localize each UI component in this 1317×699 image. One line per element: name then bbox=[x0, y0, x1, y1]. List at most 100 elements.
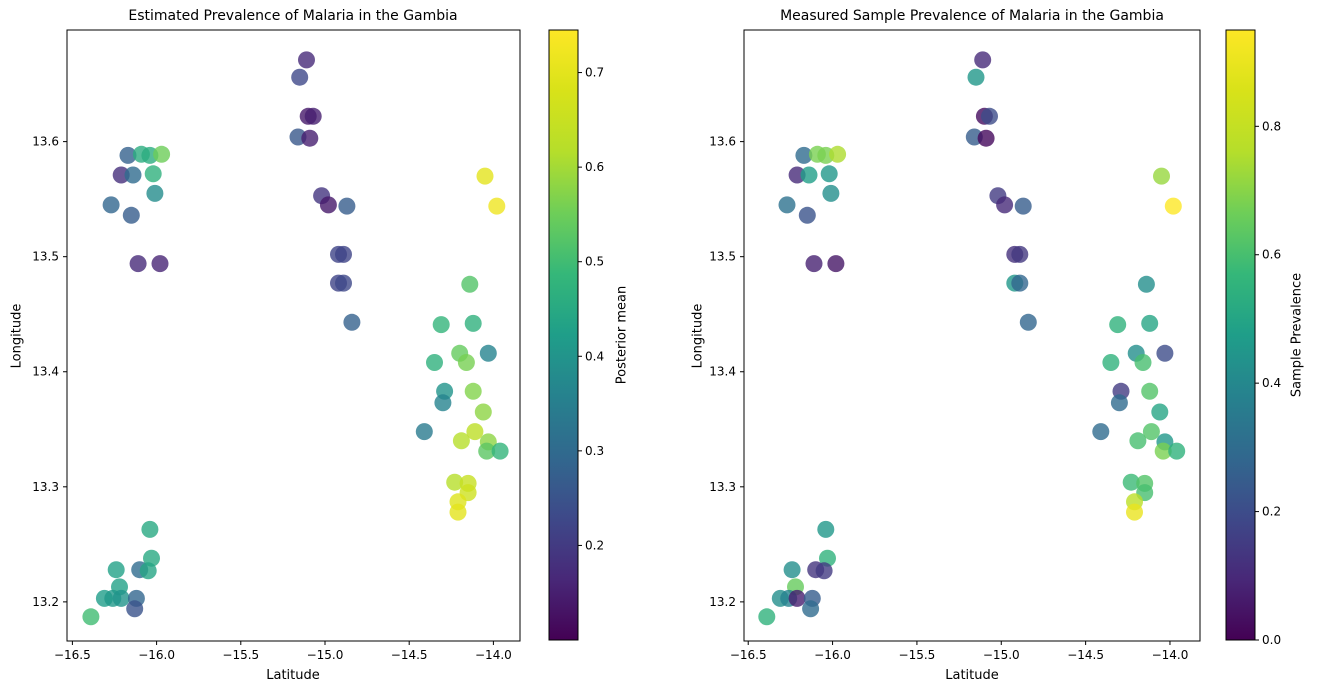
data-point bbox=[1092, 423, 1110, 441]
colorbar-tick-label: 0.0 bbox=[1262, 633, 1281, 647]
colorbar-tick-label: 0.3 bbox=[585, 444, 604, 458]
x-tick-label: −14.5 bbox=[391, 648, 428, 662]
data-point bbox=[146, 184, 164, 202]
data-point bbox=[461, 275, 479, 293]
data-point bbox=[343, 313, 361, 331]
colorbar-tick-label: 0.2 bbox=[585, 538, 604, 552]
x-tick-label: −14.5 bbox=[1067, 648, 1104, 662]
y-tick-label: 13.2 bbox=[709, 595, 736, 609]
right-chart-title: Measured Sample Prevalence of Malaria in… bbox=[780, 8, 1164, 24]
scatter-points bbox=[758, 51, 1186, 626]
y-tick-label: 13.4 bbox=[32, 365, 59, 379]
data-point bbox=[1126, 503, 1143, 521]
data-point bbox=[151, 255, 169, 273]
data-point bbox=[1168, 442, 1186, 460]
right-chart: −16.5 −16.0 −15.5 −15.0 −14.5 −14.0 13.2 13.3 13… bbox=[709, 29, 1281, 662]
data-point bbox=[479, 344, 497, 362]
x-tick-label: −15.0 bbox=[983, 648, 1020, 662]
data-point bbox=[304, 107, 322, 125]
data-point bbox=[802, 600, 820, 618]
colorbar-tick-label: 0.2 bbox=[1262, 505, 1281, 519]
left-colorbar-label: Posterior mean bbox=[614, 285, 630, 385]
data-point bbox=[788, 166, 806, 184]
right-x-axis-label: Latitude bbox=[945, 668, 999, 683]
x-tick-label: −15.0 bbox=[307, 648, 344, 662]
data-point bbox=[798, 206, 816, 224]
data-point bbox=[1011, 245, 1029, 263]
data-point bbox=[488, 197, 506, 215]
data-point bbox=[1151, 403, 1169, 421]
data-point bbox=[1156, 344, 1174, 362]
data-point bbox=[1154, 442, 1172, 460]
data-point bbox=[822, 184, 840, 202]
y-tick-label: 13.6 bbox=[709, 135, 736, 149]
data-point bbox=[464, 314, 482, 332]
x-tick-label: −15.5 bbox=[899, 648, 936, 662]
data-point bbox=[827, 255, 845, 273]
data-point bbox=[319, 196, 337, 214]
data-point bbox=[1153, 167, 1170, 185]
data-point bbox=[112, 589, 130, 607]
data-point bbox=[415, 423, 433, 441]
data-point bbox=[829, 145, 847, 163]
data-point bbox=[1011, 274, 1029, 292]
data-point bbox=[474, 403, 492, 421]
colorbar bbox=[1225, 29, 1256, 641]
data-point bbox=[967, 68, 985, 86]
data-point bbox=[478, 442, 496, 460]
data-point bbox=[758, 608, 776, 626]
data-point bbox=[1102, 354, 1120, 371]
data-point bbox=[491, 442, 509, 460]
plot-frame bbox=[66, 29, 521, 642]
colorbar bbox=[548, 29, 579, 641]
data-point bbox=[820, 165, 838, 183]
right-y-axis-label: Longitude bbox=[690, 303, 706, 369]
data-point bbox=[122, 206, 140, 224]
colorbar-tick-label: 0.8 bbox=[1262, 119, 1281, 133]
colorbar-tick-label: 0.4 bbox=[1262, 376, 1281, 390]
data-point bbox=[432, 316, 450, 334]
data-point bbox=[800, 166, 818, 184]
data-point bbox=[335, 274, 352, 292]
y-tick-label: 13.4 bbox=[709, 365, 736, 379]
data-point bbox=[291, 68, 309, 86]
data-point bbox=[141, 520, 159, 538]
x-tick-label: −16.5 bbox=[730, 648, 767, 662]
data-point bbox=[795, 146, 813, 164]
data-point bbox=[434, 394, 452, 412]
y-tick-label: 13.3 bbox=[32, 480, 59, 494]
y-tick-label: 13.3 bbox=[709, 480, 736, 494]
scatter-points bbox=[82, 51, 509, 626]
y-tick-label: 13.5 bbox=[709, 250, 736, 264]
data-point bbox=[1141, 314, 1159, 332]
x-tick-label: −15.5 bbox=[222, 648, 259, 662]
data-point bbox=[476, 167, 494, 185]
data-point bbox=[335, 245, 352, 263]
data-point bbox=[457, 354, 475, 371]
data-point bbox=[107, 561, 125, 579]
data-point bbox=[1142, 423, 1160, 441]
colorbar-tick-label: 0.4 bbox=[585, 349, 604, 363]
data-point bbox=[817, 520, 835, 538]
data-point bbox=[778, 196, 796, 214]
data-point bbox=[452, 432, 470, 450]
data-point bbox=[139, 562, 157, 580]
data-point bbox=[446, 473, 464, 491]
data-point bbox=[1122, 473, 1140, 491]
data-point bbox=[996, 196, 1014, 214]
data-point bbox=[124, 166, 142, 184]
data-point bbox=[788, 589, 806, 607]
data-point bbox=[1129, 432, 1147, 450]
data-point bbox=[1109, 316, 1127, 334]
left-y-axis-label: Longitude bbox=[9, 303, 25, 369]
data-point bbox=[981, 107, 998, 125]
x-tick-label: −16.0 bbox=[814, 648, 851, 662]
data-point bbox=[974, 51, 992, 69]
x-tick-label: −16.0 bbox=[138, 648, 175, 662]
data-point bbox=[805, 255, 823, 273]
y-tick-label: 13.5 bbox=[32, 250, 59, 264]
data-point bbox=[126, 600, 144, 618]
y-tick-label: 13.6 bbox=[32, 135, 59, 149]
